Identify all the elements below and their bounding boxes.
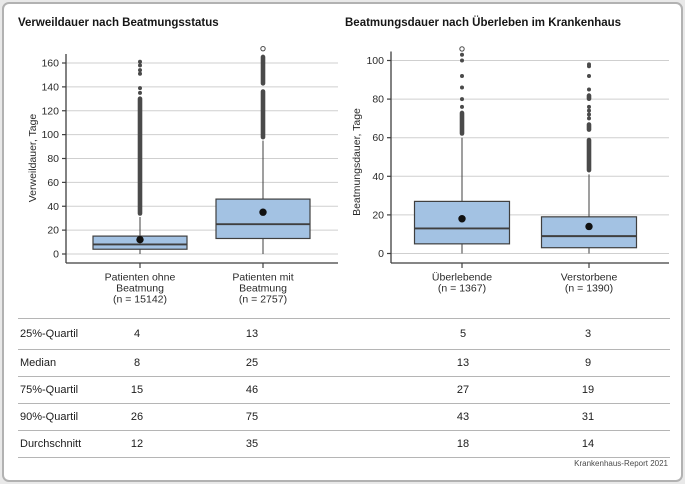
row-value: 26 (130, 411, 144, 423)
table-row: 90%-Quartil 26 75 43 31 (18, 403, 670, 430)
category-label-line: Überlebende (432, 272, 492, 284)
row-label: Median (20, 357, 57, 369)
y-tick-label: 20 (372, 209, 384, 221)
outlier-dot (587, 116, 591, 121)
category-label-line: Patienten mit (232, 272, 293, 284)
outlier-open-circle (459, 46, 465, 52)
outlier-dot (460, 73, 464, 78)
box-iqr (413, 200, 511, 245)
outlier-dot (587, 87, 591, 92)
row-value: 4 (133, 328, 141, 340)
row-value: 35 (245, 438, 259, 450)
outlier-dense-band (586, 137, 592, 173)
category-label-line: Beatmung (239, 283, 287, 295)
row-value: 19 (581, 384, 595, 396)
category-label-line: Patienten ohne (105, 272, 176, 284)
row-value: 13 (456, 357, 470, 369)
y-tick-label: 60 (47, 177, 59, 189)
row-value: 31 (581, 411, 595, 423)
y-tick-label: 100 (41, 129, 59, 141)
box-iqr (540, 216, 638, 249)
outlier-dot (460, 104, 464, 109)
category-label-line: (n = 1390) (565, 283, 613, 295)
row-value: 27 (456, 384, 470, 396)
outlier-dot (138, 86, 142, 91)
y-axis-label-left: Verweildauer, Tage (27, 113, 39, 203)
outlier-dot (460, 52, 464, 57)
outlier-dense-band (260, 54, 266, 86)
summary-table: 25%-Quartil 4 13 5 3 Median 8 25 13 9 75%-Quartil 1… (18, 318, 670, 458)
row-value: 3 (584, 328, 592, 340)
outlier-dot (138, 71, 142, 76)
outlier-dot (587, 104, 591, 109)
box-iqr (215, 198, 311, 240)
category-label-line: (n = 15142) (113, 294, 167, 306)
outlier-dot (460, 85, 464, 90)
chart-title-left: Verweildauer nach Beatmungsstatus (18, 17, 219, 29)
category-label-line: Beatmung (116, 283, 164, 295)
row-label: 90%-Quartil (20, 411, 79, 423)
y-tick-label: 40 (47, 201, 59, 213)
row-value: 12 (130, 438, 144, 450)
outlier-dense-band (459, 110, 465, 136)
outlier-dot (138, 63, 142, 68)
mean-dot (259, 208, 267, 216)
y-tick-label: 40 (372, 171, 384, 183)
mean-dot (136, 235, 144, 244)
table-row: Median 8 25 13 9 (18, 349, 670, 376)
outlier-dot (587, 73, 591, 78)
category-label-line: (n = 1367) (438, 283, 486, 295)
y-tick-label: 100 (366, 55, 384, 67)
row-value: 18 (456, 438, 470, 450)
table-row: Durchschnitt 12 35 18 14 (18, 430, 670, 458)
outlier-dot (138, 90, 142, 95)
outlier-dot (460, 97, 464, 102)
y-axis-label-right: Beatmungsdauer, Tage (351, 108, 363, 216)
y-tick-label: 80 (47, 153, 59, 165)
outlier-open-circle (260, 45, 266, 52)
outlier-dot (587, 112, 591, 117)
outlier-dot (460, 58, 464, 63)
row-value: 8 (133, 357, 141, 369)
table-row: 75%-Quartil 15 46 27 19 (18, 376, 670, 403)
outlier-dot (587, 108, 591, 113)
row-value: 15 (130, 384, 144, 396)
y-tick-label: 20 (47, 225, 59, 237)
outlier-dense-band (586, 122, 592, 132)
row-label: 75%-Quartil (20, 384, 79, 396)
table-row: 25%-Quartil 4 13 5 3 (18, 318, 670, 349)
outlier-dot (587, 62, 591, 67)
source-credit: Krankenhaus-Report 2021 (574, 459, 668, 468)
outlier-dense-band (137, 96, 143, 216)
y-tick-label: 120 (41, 105, 59, 117)
row-value: 9 (584, 357, 592, 369)
chart-title-right: Beatmungsdauer nach Überleben im Kranken… (345, 17, 622, 29)
outlier-dense-band (586, 93, 592, 102)
row-value: 43 (456, 411, 470, 423)
outlier-dense-band (260, 89, 266, 140)
category-label-line: (n = 2757) (239, 294, 287, 306)
y-tick-label: 140 (41, 81, 59, 93)
y-tick-label: 60 (372, 132, 384, 144)
mean-dot (458, 215, 466, 223)
row-value: 13 (245, 328, 259, 340)
y-tick-label: 160 (41, 58, 59, 70)
mean-dot (585, 222, 593, 231)
row-label: 25%-Quartil (20, 328, 79, 340)
y-tick-label: 80 (372, 94, 384, 106)
row-label: Durchschnitt (20, 438, 82, 450)
row-value: 14 (581, 438, 595, 450)
row-value: 46 (245, 384, 259, 396)
y-tick-label: 0 (378, 248, 384, 260)
row-value: 5 (459, 328, 467, 340)
category-label-line: Verstorbene (561, 272, 618, 284)
y-tick-label: 0 (53, 249, 59, 261)
outlier-dot (138, 68, 142, 73)
row-value: 25 (245, 357, 259, 369)
row-value: 75 (245, 411, 259, 423)
outlier-dot (138, 59, 142, 64)
